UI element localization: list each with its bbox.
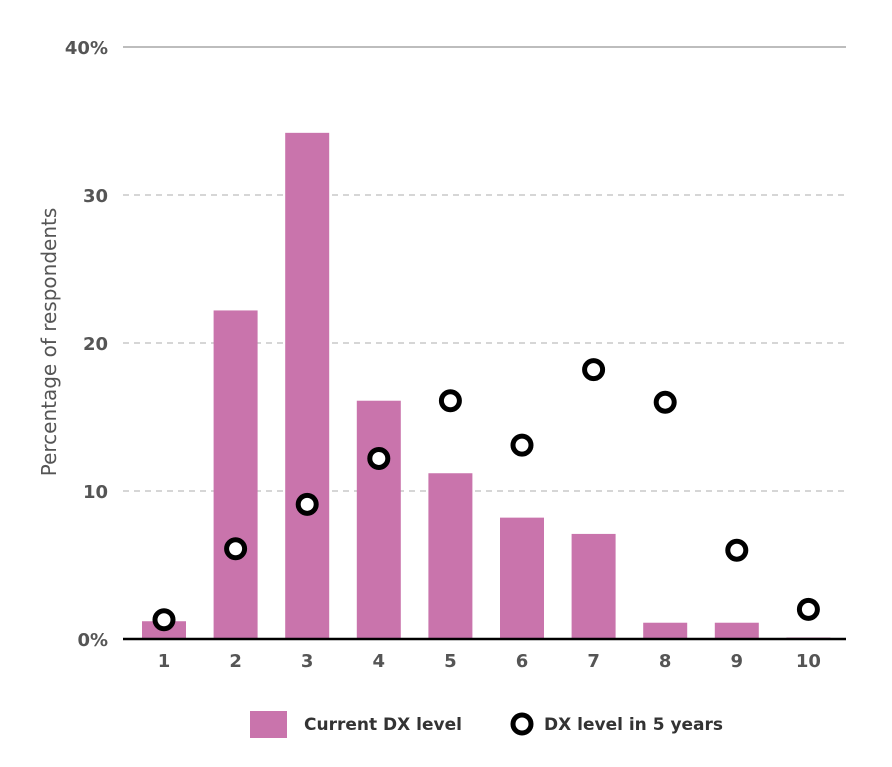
x-tick-labels: 1 2 3 4 5 6 7 8 9 10 xyxy=(158,651,821,672)
y-tick-label: 10 xyxy=(83,482,108,503)
x-tick-label: 7 xyxy=(587,651,600,672)
legend-label-dx-5-years: DX level in 5 years xyxy=(544,715,723,735)
bar-current-dx-9 xyxy=(714,622,759,639)
marker-dx-5-years-7 xyxy=(582,358,606,382)
x-tick-label: 10 xyxy=(796,651,821,672)
x-tick-label: 8 xyxy=(659,651,672,672)
marker-dx-5-years-4 xyxy=(367,446,391,470)
marker-dx-5-years-8 xyxy=(653,390,677,414)
marker-dx-5-years-3 xyxy=(295,492,319,516)
gridlines xyxy=(123,46,846,492)
legend: Current DX level DX level in 5 years xyxy=(250,711,723,738)
bar-current-dx-3 xyxy=(285,132,330,639)
y-tick-labels: 0% 10 20 30 40% xyxy=(65,38,108,651)
y-tick-label: 40% xyxy=(65,38,108,59)
marker-dx-5-years-6 xyxy=(510,433,534,457)
y-axis-label: Percentage of respondents xyxy=(37,208,61,477)
marker-dx-5-years-5 xyxy=(438,389,462,413)
y-tick-label: 20 xyxy=(83,334,108,355)
y-tick-label: 30 xyxy=(83,186,108,207)
bar-current-dx-7 xyxy=(571,533,616,639)
marker-dx-5-years-2 xyxy=(224,537,248,561)
bars xyxy=(142,132,831,639)
marker-dx-5-years-9 xyxy=(725,538,749,562)
legend-label-current-dx: Current DX level xyxy=(304,715,462,735)
y-tick-label: 0% xyxy=(77,630,108,651)
markers xyxy=(152,358,820,632)
x-tick-label: 9 xyxy=(731,651,744,672)
bar-current-dx-2 xyxy=(213,310,258,639)
legend-marker-dx-5-years xyxy=(510,712,534,736)
x-tick-label: 1 xyxy=(158,651,171,672)
x-tick-label: 4 xyxy=(373,651,386,672)
x-tick-label: 3 xyxy=(301,651,314,672)
bar-current-dx-8 xyxy=(643,622,688,639)
marker-dx-5-years-10 xyxy=(796,597,820,621)
x-tick-label: 2 xyxy=(229,651,242,672)
x-tick-label: 5 xyxy=(444,651,457,672)
bar-current-dx-4 xyxy=(356,400,401,639)
bar-current-dx-6 xyxy=(500,517,544,639)
legend-swatch-current-dx xyxy=(250,711,287,738)
marker-dx-5-years-1 xyxy=(152,608,176,632)
bar-current-dx-5 xyxy=(428,473,473,639)
x-tick-label: 6 xyxy=(516,651,529,672)
